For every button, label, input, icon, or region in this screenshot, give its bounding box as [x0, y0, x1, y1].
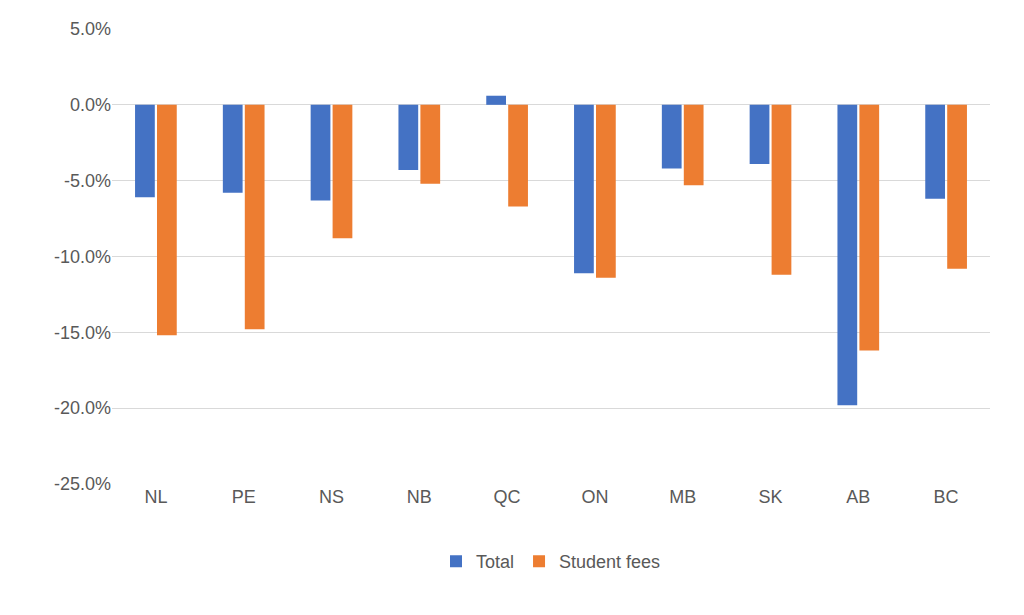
svg-text:QC: QC: [494, 487, 521, 507]
svg-text:-5.0%: -5.0%: [64, 171, 111, 191]
svg-text:MB: MB: [669, 487, 696, 507]
svg-text:ON: ON: [581, 487, 608, 507]
svg-text:-15.0%: -15.0%: [54, 323, 111, 343]
svg-text:NB: NB: [407, 487, 432, 507]
svg-text:BC: BC: [934, 487, 959, 507]
svg-text:NS: NS: [319, 487, 344, 507]
svg-text:0.0%: 0.0%: [70, 95, 111, 115]
svg-text:AB: AB: [846, 487, 870, 507]
svg-text:-10.0%: -10.0%: [54, 247, 111, 267]
svg-text:5.0%: 5.0%: [70, 19, 111, 39]
svg-text:SK: SK: [758, 487, 782, 507]
svg-text:-25.0%: -25.0%: [54, 474, 111, 494]
svg-text:Student fees: Student fees: [559, 552, 660, 572]
svg-text:Total: Total: [476, 552, 514, 572]
svg-text:NL: NL: [144, 487, 167, 507]
svg-text:PE: PE: [232, 487, 256, 507]
svg-text:-20.0%: -20.0%: [54, 398, 111, 418]
